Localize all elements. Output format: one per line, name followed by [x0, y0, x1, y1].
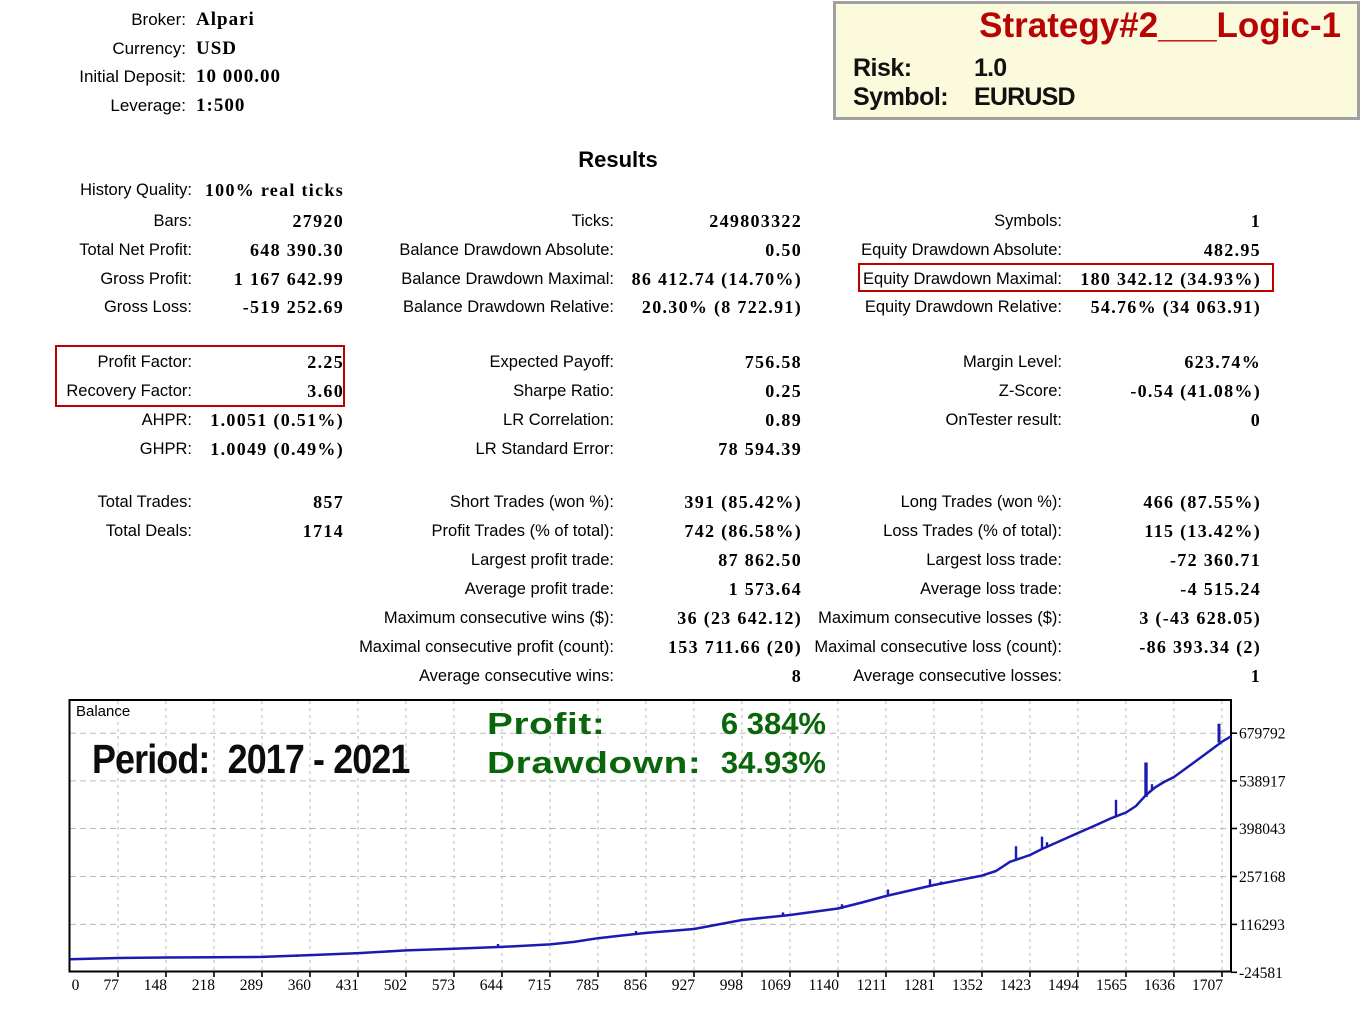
svg-text:116293: 116293: [1239, 917, 1285, 934]
svg-text:715: 715: [528, 977, 552, 994]
svg-text:785: 785: [576, 977, 600, 994]
svg-text:856: 856: [624, 977, 648, 994]
svg-text:257168: 257168: [1239, 869, 1286, 886]
svg-text:1352: 1352: [952, 977, 983, 994]
svg-text:644: 644: [480, 977, 504, 994]
svg-text:1707: 1707: [1192, 977, 1223, 994]
svg-text:77: 77: [104, 977, 120, 994]
svg-text:289: 289: [240, 977, 264, 994]
svg-text:398043: 398043: [1239, 821, 1286, 838]
svg-text:-24581: -24581: [1239, 965, 1283, 982]
svg-text:927: 927: [672, 977, 696, 994]
svg-text:431: 431: [336, 977, 359, 994]
svg-text:1069: 1069: [760, 977, 791, 994]
svg-text:148: 148: [144, 977, 168, 994]
svg-text:1281: 1281: [904, 977, 935, 994]
svg-text:1423: 1423: [1000, 977, 1031, 994]
svg-text:502: 502: [384, 977, 407, 994]
svg-text:573: 573: [432, 977, 456, 994]
svg-text:1211: 1211: [857, 977, 887, 994]
svg-text:360: 360: [288, 977, 312, 994]
svg-text:218: 218: [192, 977, 216, 994]
svg-text:1494: 1494: [1048, 977, 1079, 994]
svg-text:679792: 679792: [1239, 726, 1286, 743]
svg-text:1565: 1565: [1096, 977, 1127, 994]
svg-text:1636: 1636: [1144, 977, 1175, 994]
svg-text:0: 0: [72, 977, 80, 994]
svg-text:538917: 538917: [1239, 773, 1286, 790]
svg-text:1140: 1140: [809, 977, 840, 994]
svg-text:998: 998: [720, 977, 744, 994]
